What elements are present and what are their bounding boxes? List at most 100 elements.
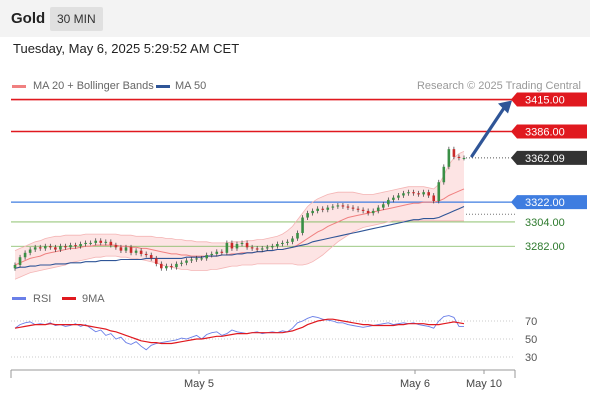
candle — [281, 240, 284, 247]
candle-body — [200, 258, 203, 260]
candle — [265, 244, 269, 251]
projection-arrow — [470, 100, 512, 158]
candle — [190, 257, 193, 263]
legend-rsi-ma: 9MA — [82, 293, 105, 305]
candle-body — [33, 247, 37, 250]
candle-body — [417, 193, 420, 195]
price-tag-bg — [511, 195, 587, 210]
candle-body — [240, 242, 244, 245]
copyright: Research © 2025 Trading Central — [416, 80, 581, 92]
candle — [114, 242, 118, 250]
candle — [276, 241, 279, 249]
candle-body — [165, 266, 168, 269]
candle — [139, 248, 143, 257]
candle — [38, 244, 42, 251]
candle-body — [170, 266, 173, 268]
price-tag-bg — [511, 92, 587, 107]
price-tag: 3304.00 — [525, 217, 565, 229]
candle — [43, 243, 47, 251]
candle-body — [109, 241, 113, 246]
candle — [356, 206, 360, 213]
rsi-panel: 70 50 30 — [11, 315, 537, 364]
x-tick-label: May 10 — [466, 378, 502, 390]
candle — [13, 262, 17, 271]
candle-body — [23, 252, 27, 258]
candle — [160, 261, 163, 271]
candle — [89, 240, 92, 246]
candle — [452, 146, 456, 160]
price-tag-label: 3415.00 — [525, 95, 565, 107]
candle-body — [432, 195, 436, 201]
level-lines — [11, 98, 515, 247]
candle — [306, 210, 309, 220]
candle — [180, 260, 183, 267]
candle — [366, 208, 370, 216]
candle-body — [321, 208, 325, 210]
candle — [447, 146, 451, 170]
candle-body — [18, 257, 22, 265]
candle — [255, 245, 259, 252]
candle — [134, 248, 138, 256]
candle — [170, 263, 173, 270]
ma50-line — [14, 205, 465, 269]
candle-body — [124, 247, 128, 251]
rsi-swatch — [12, 297, 26, 300]
candle — [422, 189, 425, 197]
candle — [301, 215, 304, 236]
candle — [346, 204, 350, 211]
candle-body — [422, 192, 425, 195]
candle-body — [104, 241, 108, 243]
candle — [260, 245, 264, 252]
candle — [291, 236, 294, 245]
candle-body — [210, 253, 214, 256]
candle — [381, 201, 385, 211]
candle-body — [376, 207, 380, 211]
candle-body — [119, 247, 123, 251]
candle — [316, 206, 319, 214]
candle-body — [371, 210, 375, 214]
candle — [220, 249, 224, 256]
timeframe-badge[interactable]: 30 MIN — [50, 7, 103, 31]
rsi-ma-swatch — [62, 297, 76, 300]
timestamp: Tuesday, May 6, 2025 5:29:52 AM CET — [13, 41, 240, 56]
candle — [195, 255, 198, 262]
candle-body — [462, 157, 466, 159]
candle — [84, 240, 87, 247]
candle — [64, 243, 67, 250]
bollinger-swatch — [12, 85, 26, 88]
candle-body — [387, 199, 390, 205]
candle-body — [94, 240, 98, 243]
candle — [371, 208, 375, 216]
candle-body — [306, 213, 309, 218]
price-tag: 3282.00 — [525, 241, 565, 253]
price-tag-bg — [511, 150, 587, 165]
candle — [149, 252, 153, 261]
price-tag: 3362.09 — [511, 150, 587, 165]
candle-body — [195, 258, 198, 260]
candle-body — [54, 247, 57, 250]
arrow-shaft — [470, 104, 507, 158]
candle — [462, 155, 466, 161]
candle-body — [427, 192, 430, 196]
candle — [129, 244, 133, 256]
price-tag: 3322.00 — [511, 195, 587, 210]
candle-body — [381, 204, 385, 208]
candle — [392, 195, 395, 203]
candle — [437, 179, 441, 204]
candle-body — [341, 205, 345, 207]
candle — [28, 247, 32, 256]
candle-body — [74, 245, 77, 247]
candle-body — [255, 248, 259, 250]
candle — [351, 205, 355, 212]
candle — [205, 252, 209, 261]
candle-body — [205, 255, 209, 259]
rsi-line — [14, 315, 464, 351]
candle — [296, 230, 299, 241]
candle — [94, 238, 98, 246]
candle-body — [291, 238, 294, 242]
candle — [235, 241, 239, 251]
candle-body — [356, 208, 360, 210]
candle — [397, 193, 400, 201]
x-tick-label: May 6 — [400, 378, 430, 390]
